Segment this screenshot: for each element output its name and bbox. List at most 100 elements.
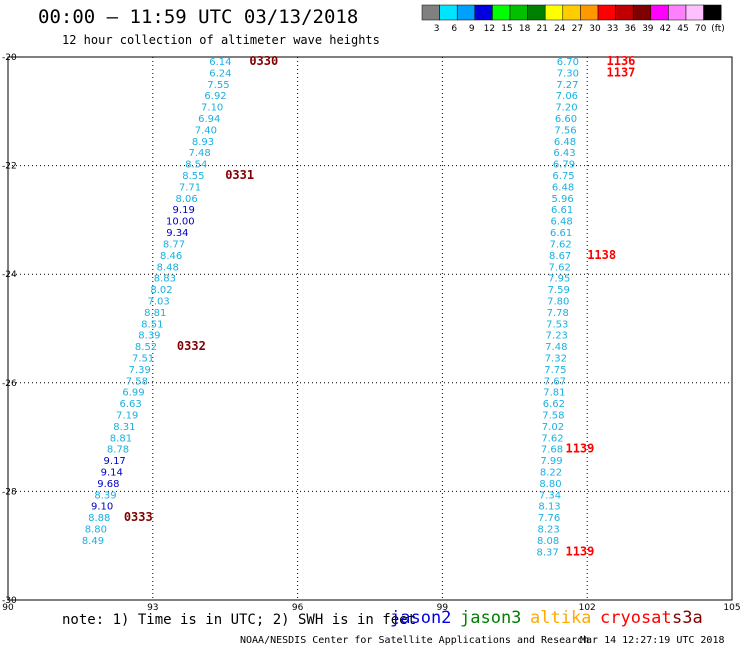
wave-height-value: 6.43 — [553, 148, 575, 159]
wave-height-value: 10.00 — [166, 217, 195, 228]
wave-height-value: 6.61 — [551, 205, 573, 216]
wave-height-value: 7.81 — [543, 388, 565, 399]
wave-height-value: 7.75 — [544, 365, 566, 376]
satellite-label: jason3 — [460, 608, 522, 628]
y-tick-label: -20 — [2, 53, 17, 63]
wave-height-value: 8.52 — [135, 342, 157, 353]
wave-height-value: 7.80 — [547, 296, 569, 307]
legend-label: 70 — [695, 24, 707, 34]
wave-height-value: 8.31 — [113, 422, 135, 433]
wave-height-value: 7.23 — [546, 331, 568, 342]
wave-height-value: 6.48 — [550, 217, 572, 228]
y-tick-label: -26 — [2, 379, 17, 389]
wave-height-value: 8.13 — [538, 502, 560, 513]
wave-height-value: 6.48 — [552, 182, 574, 193]
legend-label: 21 — [536, 24, 547, 34]
wave-height-value: 7.48 — [545, 342, 567, 353]
wave-height-value: 7.78 — [547, 308, 569, 319]
wave-height-value: 8.78 — [107, 445, 129, 456]
x-tick-label: 90 — [2, 603, 14, 613]
wave-height-value: 8.80 — [85, 525, 107, 536]
wave-height-value: 8.02 — [150, 285, 172, 296]
wave-height-value: 7.99 — [540, 456, 562, 467]
pass-time-label: 0333 — [124, 510, 153, 524]
y-tick-label: -22 — [2, 162, 17, 172]
page-title: 00:00 – 11:59 UTC 03/13/2018 — [38, 6, 359, 28]
wave-height-value: 9.10 — [91, 502, 113, 513]
wave-height-value: 8.67 — [549, 251, 571, 262]
wave-height-value: 7.20 — [555, 103, 577, 114]
satellite-label: jason2 — [390, 608, 452, 628]
wave-height-value: 8.22 — [540, 468, 562, 479]
wave-height-value: 7.62 — [550, 239, 572, 250]
wave-height-value: 7.03 — [147, 296, 169, 307]
wave-height-value: 6.99 — [122, 388, 144, 399]
y-tick-label: -30 — [2, 596, 17, 606]
wave-height-value: 7.39 — [129, 365, 151, 376]
wave-height-value: 7.32 — [545, 353, 567, 364]
wave-height-value: 7.56 — [554, 125, 576, 136]
wave-height-value: 9.14 — [101, 468, 123, 479]
wave-height-value: 7.30 — [557, 68, 579, 79]
pass-time-label: 0332 — [177, 339, 206, 353]
pass-time-label: 1138 — [587, 248, 616, 262]
wave-height-value: 8.39 — [138, 331, 160, 342]
wave-height-value: 7.68 — [541, 445, 563, 456]
wave-height-value: 8.48 — [157, 262, 179, 273]
wave-height-value: 7.48 — [188, 148, 210, 159]
legend-label: 6 — [451, 24, 457, 34]
wave-height-value: 7.59 — [548, 285, 570, 296]
legend-label: 18 — [519, 24, 531, 34]
wave-height-value: 6.60 — [555, 114, 577, 125]
wave-height-value: 8.46 — [160, 251, 182, 262]
wave-height-value: 8.08 — [537, 536, 559, 547]
wave-height-value: 8.81 — [110, 433, 132, 444]
y-tick-label: -28 — [2, 487, 17, 497]
wave-height-value: 8.49 — [82, 536, 104, 547]
wave-height-value: 7.10 — [201, 103, 223, 114]
wave-height-value: 7.27 — [556, 80, 578, 91]
legend-label: 24 — [554, 24, 566, 34]
legend-label: 15 — [501, 24, 512, 34]
pass-time-label: 0330 — [249, 54, 278, 68]
wave-height-value: 7.55 — [207, 80, 229, 91]
wave-height-value: 7.95 — [548, 274, 570, 285]
wave-height-value: 8.55 — [182, 171, 204, 182]
legend-label: 9 — [469, 24, 475, 34]
legend-label: 30 — [589, 24, 601, 34]
legend-label: 3 — [434, 24, 440, 34]
wave-height-value: 9.19 — [173, 205, 195, 216]
wave-height-value: 7.06 — [556, 91, 578, 102]
page-subtitle: 12 hour collection of altimeter wave hei… — [62, 33, 380, 47]
legend-label: 12 — [484, 24, 495, 34]
map-frame — [7, 56, 733, 601]
wave-height-value: 8.77 — [163, 239, 185, 250]
wave-height-value: 7.58 — [542, 410, 564, 421]
pass-time-label: 1139 — [565, 442, 594, 456]
legend-label: 27 — [572, 24, 583, 34]
y-tick-label: -24 — [2, 270, 17, 280]
wave-height-value: 8.93 — [192, 137, 214, 148]
x-tick-label: 102 — [579, 603, 596, 613]
wave-height-value: 6.24 — [209, 68, 231, 79]
wave-height-value: 8.54 — [185, 160, 207, 171]
x-tick-label: 105 — [723, 603, 740, 613]
pass-time-label: 1139 — [565, 544, 594, 558]
wave-height-value: 6.48 — [554, 137, 576, 148]
wave-height-value: 9.68 — [97, 479, 119, 490]
wave-height-value: 7.34 — [539, 490, 561, 501]
wave-height-value: 6.70 — [557, 57, 579, 68]
footer-note: note: 1) Time is in UTC; 2) SWH is in fe… — [62, 612, 417, 628]
x-tick-label: 93 — [147, 603, 158, 613]
wave-height-value: 8.81 — [144, 308, 166, 319]
satellite-label: altika — [530, 608, 592, 628]
wave-height-value: 9.34 — [166, 228, 188, 239]
wave-height-value: 8.88 — [88, 513, 110, 524]
pass-time-label: 1136 — [607, 54, 636, 68]
wave-height-value: 7.62 — [549, 262, 571, 273]
satellite-label: cryosat — [600, 608, 672, 628]
pass-time-label: 1137 — [607, 65, 636, 79]
legend-label: 42 — [660, 24, 671, 34]
wave-height-value: 7.71 — [179, 182, 201, 193]
